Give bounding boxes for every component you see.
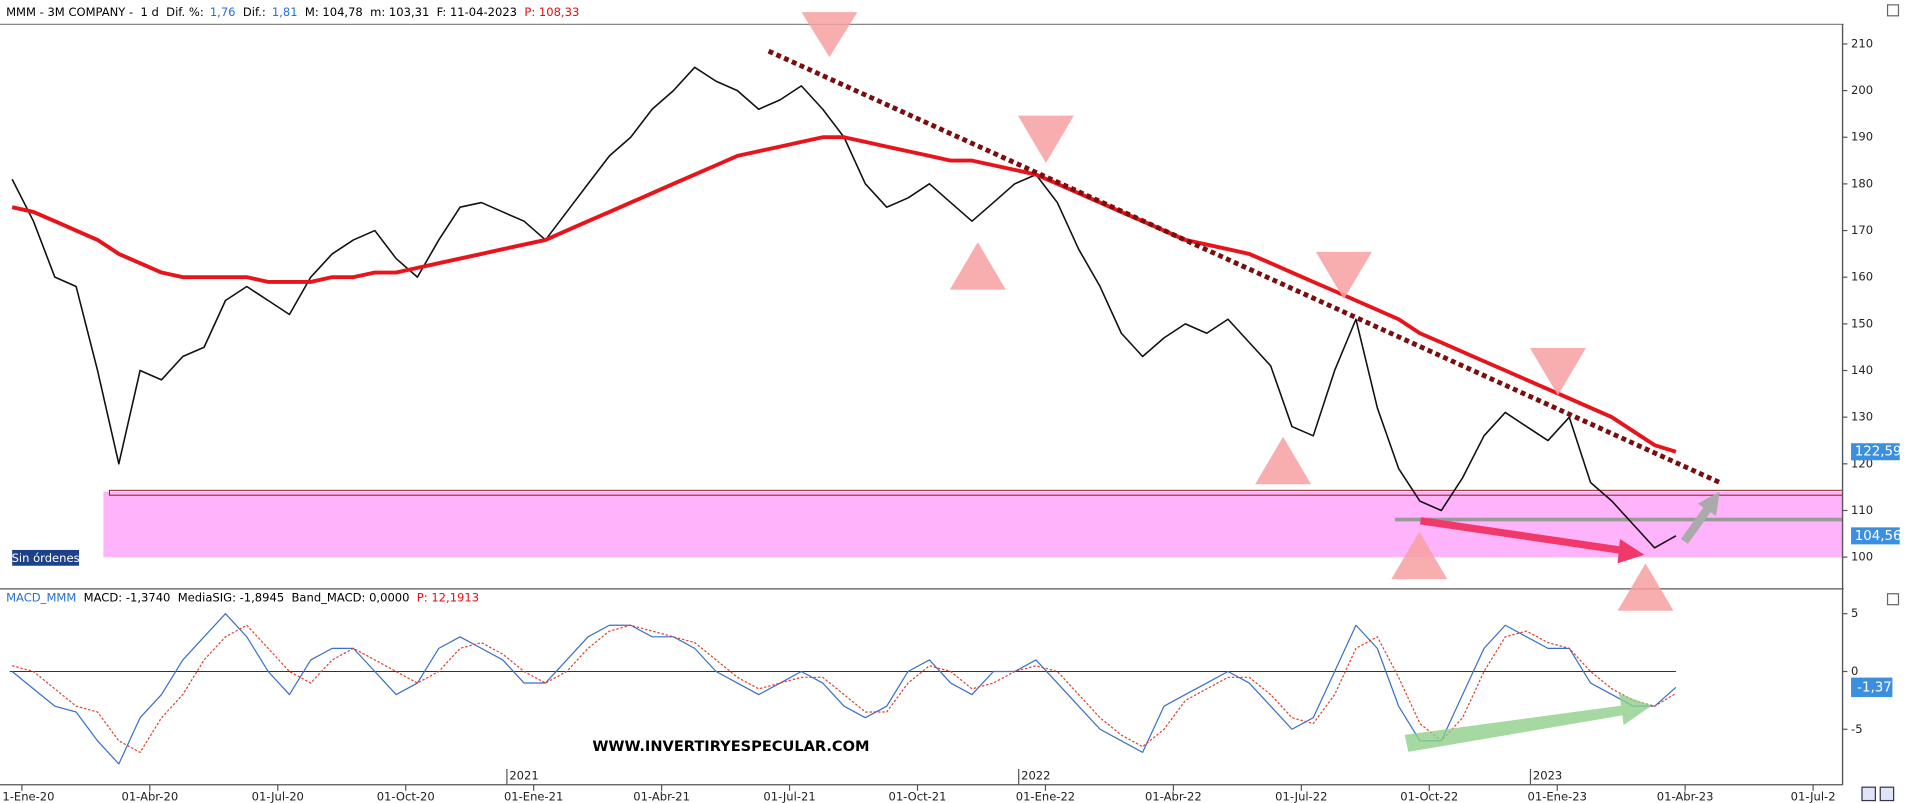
red-arrow-head (1617, 538, 1645, 564)
y-tick-label: 190 (1851, 130, 1873, 144)
header: MMM - 3M COMPANY - 1 d Dif. %: 1,76 Dif.… (6, 5, 579, 19)
plot: 1-Ene-20 01-Abr-20 01-Jul-20 01-Oct-20 01-En… (2, 66, 1836, 803)
y-tick-label: 5 (1851, 606, 1858, 620)
y-tick-label: 170 (1851, 223, 1873, 237)
orders: Sin órdenes (12, 551, 80, 565)
button[interactable] (1879, 786, 1895, 802)
year-label: 2021 (509, 769, 538, 783)
button[interactable] (1886, 593, 1900, 606)
last-value: -1,37 (1857, 680, 1892, 695)
y-tick-label: 150 (1851, 316, 1873, 330)
label: Dif.: (243, 5, 266, 19)
y-tick-label: -5 (1851, 722, 1863, 736)
y-tick-label: 160 (1851, 270, 1873, 284)
value: M: 104,78 (305, 5, 363, 19)
moving-average (11, 135, 1677, 454)
last-value-box (1851, 677, 1893, 698)
triangle-down (1017, 115, 1074, 164)
x-tick-label: 01-Jul-20 (252, 789, 304, 803)
label: Dif. %: (166, 5, 204, 19)
period: 1 d (141, 5, 159, 19)
legend: Band_MACD: 0,0000 (292, 590, 410, 604)
legend: P: 12,1913 (417, 590, 479, 604)
red-arrow (1419, 517, 1628, 555)
x-tick-label: 01-Jul-22 (1275, 789, 1327, 803)
gray-arrow-head (1697, 491, 1720, 516)
button[interactable] (1861, 786, 1876, 802)
y-tick-label: 140 (1851, 363, 1873, 377)
green-arrow (1404, 693, 1652, 752)
year-label: 2023 (1533, 769, 1562, 783)
x-tick-label: 01-Ene-22 (1016, 789, 1075, 803)
triangle-down (801, 12, 858, 58)
last-value: 122,59 (1855, 445, 1902, 460)
value: 1,81 (272, 5, 298, 19)
signal-line (12, 624, 1677, 753)
x-tick-label: 01-Abr-22 (1145, 789, 1202, 803)
x-tick-label: 01-Oct-22 (1400, 789, 1458, 803)
arrows (1404, 491, 1720, 752)
last-value-box (1851, 527, 1900, 545)
value: P: 108,33 (524, 5, 579, 19)
x-tick-label: 01-Abr-23 (1657, 789, 1714, 803)
x-tick-label: 01-Ene-23 (1528, 789, 1587, 803)
y-tick-label: 110 (1851, 503, 1873, 517)
support-zone (103, 491, 1843, 558)
x-tick-label: 01-Jul-21 (763, 789, 815, 803)
triangle-up (1255, 436, 1312, 485)
button[interactable] (1886, 4, 1900, 17)
gray-arrow (1680, 504, 1713, 544)
y-tick-label: 210 (1851, 36, 1873, 50)
x-tick-label: 1-Ene-20 (2, 789, 54, 803)
watermark: WWW.INVERTIRYESPECULAR.COM (592, 738, 869, 755)
triangle-up (1391, 531, 1448, 580)
value: m: 103,31 (370, 5, 429, 19)
y-tick-label: 180 (1851, 176, 1873, 190)
triangle-up (1617, 563, 1674, 611)
last-value: 104,56 (1855, 529, 1902, 544)
last-value-box (1851, 443, 1900, 461)
triangle-up (949, 242, 1006, 290)
x-tick-label: 01-Oct-20 (377, 789, 435, 803)
symbol: MMM - 3M COMPANY - (6, 5, 133, 19)
x-tick-label: 01-Ene-21 (504, 789, 563, 803)
y-tick-label: 200 (1851, 83, 1873, 97)
y-tick-label: 100 (1851, 550, 1873, 564)
x-tick-label: 01-Abr-21 (633, 789, 690, 803)
legend: MediaSIG: -1,8945 (178, 590, 284, 604)
triangle-down (1315, 251, 1372, 300)
x-tick-label: 01-Abr-20 (121, 789, 178, 803)
title: MACD_MMM (6, 590, 76, 604)
window-buttons (1861, 4, 1900, 802)
y-tick-label: 130 (1851, 410, 1873, 424)
value: F: 11-04-2023 (437, 5, 517, 19)
orders-box (12, 549, 80, 566)
triangles (801, 12, 1674, 611)
trend-line (767, 48, 1722, 486)
triangle-down (1529, 347, 1586, 396)
axis: 100110120130140150160170180190200210122,… (1842, 36, 1902, 736)
value: 1,76 (210, 5, 236, 19)
axis-panel (1843, 0, 1907, 803)
macd-header: MACD_MMM MACD: -1,3740 MediaSIG: -1,8945… (6, 590, 479, 604)
legend: MACD: -1,3740 (84, 590, 171, 604)
macd-line (11, 613, 1677, 765)
year-label: 2022 (1021, 769, 1050, 783)
x-tick-label: 01-Oct-21 (888, 789, 946, 803)
x-tick-label: 01-Jul-2 (1791, 789, 1836, 803)
y-tick-label: 0 (1851, 664, 1858, 678)
